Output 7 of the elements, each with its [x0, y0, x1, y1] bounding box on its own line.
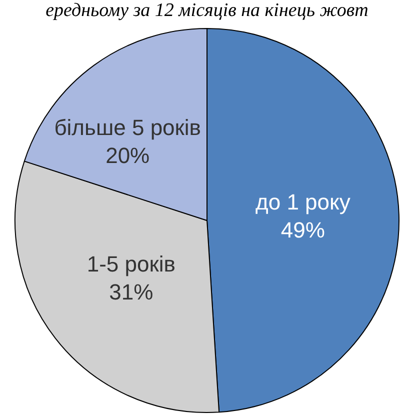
data-label: 49% — [280, 218, 325, 243]
data-label: 20% — [106, 142, 150, 168]
data-label: 31% — [109, 279, 154, 304]
slice-label: до 1 року — [256, 190, 350, 215]
slice-label: 1-5 років — [86, 251, 176, 276]
chart-title: ередньому за 12 місяців на кінець жовт — [44, 0, 370, 23]
slice-label: більше 5 років — [54, 114, 202, 140]
